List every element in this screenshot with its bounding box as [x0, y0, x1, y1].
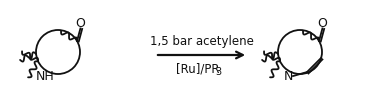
- Text: O: O: [318, 17, 327, 30]
- Text: O: O: [76, 17, 85, 30]
- Text: [Ru]/PR: [Ru]/PR: [176, 62, 219, 75]
- Text: 3: 3: [215, 67, 222, 76]
- Text: NH: NH: [36, 70, 54, 82]
- Text: 1,5 bar acetylene: 1,5 bar acetylene: [150, 35, 253, 48]
- Text: N: N: [284, 70, 293, 82]
